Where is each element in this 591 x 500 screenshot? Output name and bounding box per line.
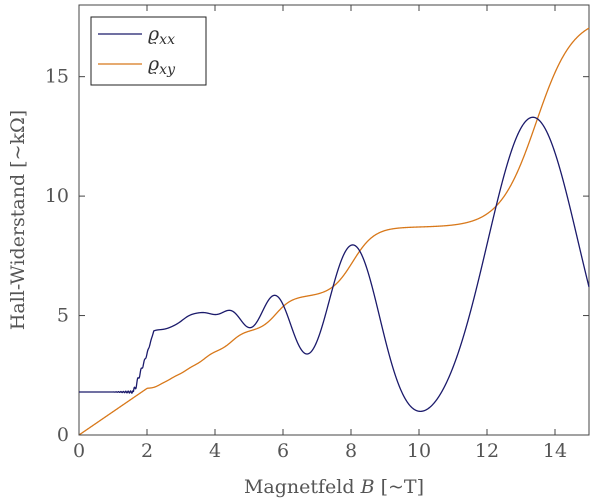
legend-box [90,16,207,86]
series-line-rho-xy [78,27,590,436]
legend-label-rho-xy: ϱxy [148,53,176,78]
x-tick-label: 8 [345,440,357,462]
ticks-layer: 0 2 4 6 8 10 12 14 0 5 10 15 [45,5,589,462]
x-tick-label: 0 [73,440,85,462]
y-axis-label: Hall-Widerstand [~kΩ] [7,110,29,330]
x-axis-label-symbol: B [360,476,375,498]
x-axis-label-prefix: Magnetfeld [244,476,361,498]
x-tick-label: 6 [277,440,289,462]
legend: ϱxx ϱxy [90,16,207,86]
labels-layer: Magnetfeld B [~T] Hall-Widerstand [~kΩ] [7,110,424,498]
plot-border [78,4,590,436]
legend-label-rho-xx: ϱxx [148,23,175,48]
y-tick-label: 5 [57,305,69,327]
x-tick-label: 4 [209,440,221,462]
x-tick-label: 2 [141,440,153,462]
x-tick-label: 12 [475,440,499,462]
series-layer [78,27,590,436]
x-axis-label-unit: [~T] [375,476,424,498]
y-tick-label: 0 [57,424,69,446]
series-line-rho-xx [79,116,590,413]
y-tick-label: 10 [45,185,69,207]
x-axis-label: Magnetfeld B [~T] [244,476,424,498]
x-tick-label: 14 [543,440,567,462]
y-tick-label: 15 [45,66,69,88]
plot-frame [78,4,590,436]
x-tick-label: 10 [407,440,431,462]
